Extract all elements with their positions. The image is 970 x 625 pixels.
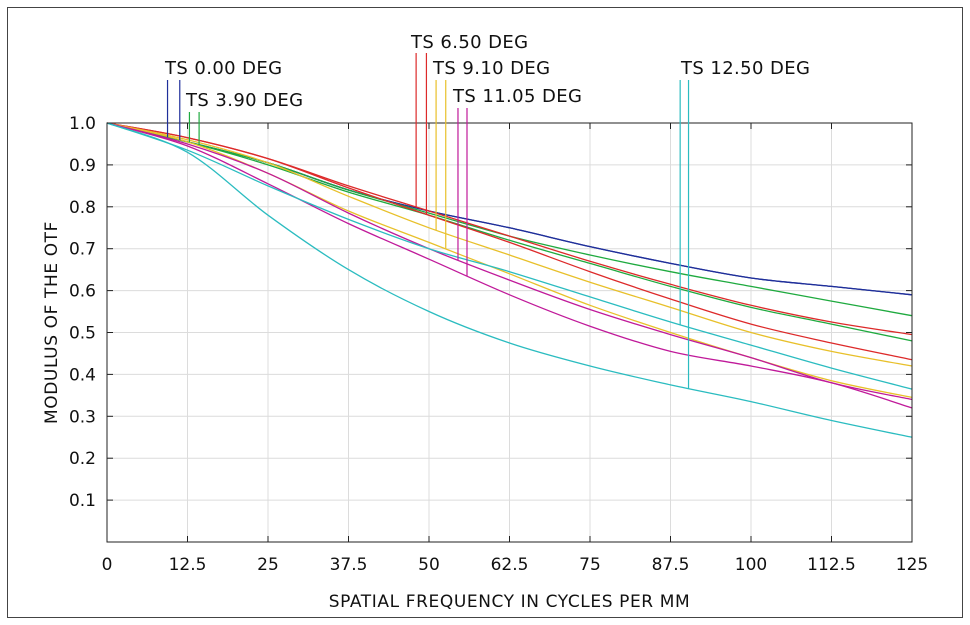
- x-tick-label: 0: [102, 555, 113, 575]
- x-tick-label: 125: [896, 555, 928, 575]
- x-axis-label: SPATIAL FREQUENCY IN CYCLES PER MM: [329, 592, 691, 612]
- x-tick-label: 62.5: [491, 555, 529, 575]
- x-tick-label: 50: [418, 555, 440, 575]
- x-tick-label: 12.5: [169, 555, 207, 575]
- series-line-11: [106, 122, 913, 438]
- y-tick-label: 0.3: [69, 407, 96, 427]
- y-tick-label: 0.9: [69, 156, 96, 176]
- annotation-label: TS 0.00 DEG: [164, 58, 283, 79]
- annotation-label: TS 6.50 DEG: [410, 32, 529, 53]
- y-tick-label: 0.7: [69, 240, 96, 260]
- annotation-label: TS 9.10 DEG: [432, 58, 551, 79]
- series-line-9: [106, 122, 913, 409]
- series-line-6: [106, 122, 913, 367]
- x-tick-label: 25: [257, 555, 279, 575]
- y-tick-label: 0.6: [69, 282, 96, 302]
- series-line-3: [106, 122, 913, 342]
- series-line-10: [106, 122, 913, 390]
- x-tick-label: 75: [579, 555, 601, 575]
- x-tick-label: 100: [735, 555, 767, 575]
- y-axis-label: MODULUS OF THE OTF: [42, 221, 62, 424]
- y-tick-label: 0.4: [69, 365, 96, 385]
- x-tick-label: 37.5: [330, 555, 368, 575]
- annotation-label: TS 11.05 DEG: [452, 86, 582, 107]
- y-tick-label: 1.0: [69, 114, 96, 134]
- x-tick-label: 112.5: [807, 555, 856, 575]
- series-line-5: [106, 122, 913, 361]
- series-line-8: [106, 122, 913, 401]
- y-tick-label: 0.2: [69, 449, 96, 469]
- y-tick-label: 0.5: [69, 324, 96, 344]
- annotation-label: TS 3.90 DEG: [185, 90, 304, 111]
- annotation-label: TS 12.50 DEG: [680, 58, 810, 79]
- y-tick-label: 0.8: [69, 198, 96, 218]
- x-tick-label: 87.5: [652, 555, 690, 575]
- plot-border: [106, 122, 913, 543]
- y-tick-label: 0.1: [69, 491, 96, 511]
